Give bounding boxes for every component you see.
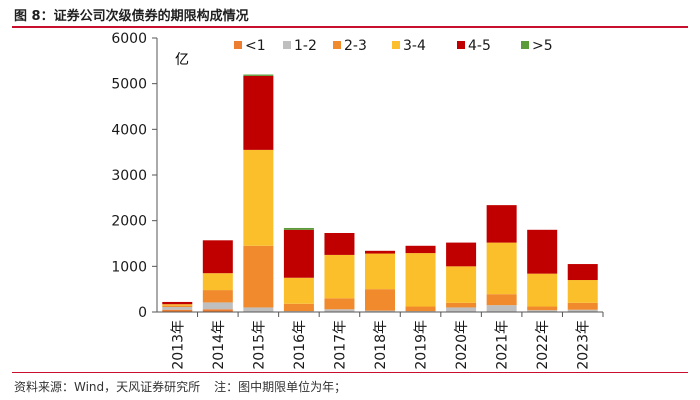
note-text: 注：图中期限单位为年； <box>214 380 347 394</box>
y-tick-label: 1000 <box>111 259 147 275</box>
bar-segment <box>567 280 598 303</box>
bar-segment <box>486 305 517 312</box>
y-tick-label: 0 <box>138 305 147 321</box>
bar-segment <box>202 290 233 303</box>
y-axis: 0 1000 2000 3000 4000 5000 6000 <box>111 31 158 321</box>
bar-segment <box>162 304 193 306</box>
bar-segment <box>486 294 517 306</box>
legend-label: >5 <box>532 38 553 54</box>
legend-swatch <box>521 41 529 49</box>
bar-segment <box>283 277 314 304</box>
x-tick-label: 2020年 <box>454 320 470 370</box>
bar-segment <box>365 289 395 311</box>
bar-segment <box>567 309 598 312</box>
x-tick-label: 2021年 <box>495 320 511 370</box>
bar-segment <box>324 254 355 299</box>
bar-segment <box>162 305 193 307</box>
bar-segment <box>446 242 477 267</box>
bar-segment <box>283 303 314 312</box>
legend-label: 2-3 <box>344 38 367 54</box>
bar-segment <box>446 302 477 308</box>
source-text: 资料来源：Wind，天风证券研究所 <box>14 380 201 394</box>
legend-swatch <box>333 41 341 49</box>
bar-segment <box>162 309 193 312</box>
bar-segment <box>567 264 598 281</box>
legend-swatch <box>457 41 465 49</box>
y-tick-label: 4000 <box>111 122 147 138</box>
bar-segment <box>527 310 558 312</box>
bar-segment <box>243 307 274 312</box>
stacked-bar-chart: 0 1000 2000 3000 4000 5000 6000 2013年 2014年 2015… <box>111 31 604 370</box>
bar-segment <box>486 205 517 243</box>
y-tick-label: 3000 <box>111 168 147 184</box>
bar-segment <box>446 307 477 312</box>
bar-segment <box>243 245 274 308</box>
bar-segment <box>243 74 274 76</box>
bar-segment <box>243 149 274 246</box>
unit-label: 亿 <box>175 52 189 68</box>
bar-segment <box>324 309 355 312</box>
legend-swatch <box>283 41 291 49</box>
x-tick-label: 2017年 <box>332 320 348 370</box>
y-tick-label: 2000 <box>111 214 147 230</box>
x-tick-label: 2014年 <box>211 320 227 370</box>
bar-segment <box>365 253 395 290</box>
y-tick-label: 5000 <box>111 77 147 93</box>
source-note: 资料来源：Wind，天风证券研究所 注：图中期限单位为年； <box>14 378 360 395</box>
bar-segment <box>324 298 355 310</box>
x-tick-label: 2019年 <box>414 320 430 370</box>
legend-swatch <box>392 41 400 49</box>
bar-segment <box>162 306 193 310</box>
bar-segment <box>365 310 395 312</box>
legend-label: 1-2 <box>294 38 317 54</box>
x-tick-label: 2022年 <box>535 320 551 370</box>
bar-segment <box>446 266 477 303</box>
x-tick-label: 2016年 <box>292 320 308 370</box>
legend-label: <1 <box>245 38 266 54</box>
x-axis: 2013年 2014年 2015年 2016年 2017年 2018年 2019年 2020年… <box>157 311 604 370</box>
bar-segment <box>202 302 233 310</box>
x-tick-label: 2018年 <box>373 320 389 370</box>
bar-segment <box>527 306 558 311</box>
bar-segment <box>162 301 193 305</box>
x-tick-label: 2023年 <box>576 320 592 370</box>
x-tick-label: 2013年 <box>170 320 186 370</box>
legend-label: 3-4 <box>403 38 426 54</box>
bar-segment <box>405 253 436 307</box>
bar-segment <box>527 229 558 274</box>
legend-label: 4-5 <box>468 38 491 54</box>
bar-segment <box>243 75 274 150</box>
figure-title: 图 8：证券公司次级债券的期限构成情况 <box>14 9 249 24</box>
bar-segment <box>567 302 598 310</box>
bar-segment <box>202 309 233 312</box>
bar-segment <box>202 273 233 291</box>
bar-segment <box>283 227 314 230</box>
legend: <1 1-2 2-3 3-4 4-5 >5 <box>234 38 553 54</box>
bar-segment <box>324 232 355 255</box>
bar-segment <box>527 273 558 307</box>
bar-segment <box>202 240 233 274</box>
x-tick-label: 2015年 <box>251 320 267 370</box>
bar-segment <box>405 245 436 254</box>
bar-segment <box>283 229 314 278</box>
footer-rule <box>12 372 688 373</box>
bar-segment <box>486 242 517 295</box>
bar-segment <box>365 250 395 254</box>
y-tick-label: 6000 <box>111 31 147 47</box>
legend-swatch <box>234 41 242 49</box>
title-rule <box>12 26 688 28</box>
bar-stacks <box>162 74 598 312</box>
bar-segment <box>405 306 436 312</box>
